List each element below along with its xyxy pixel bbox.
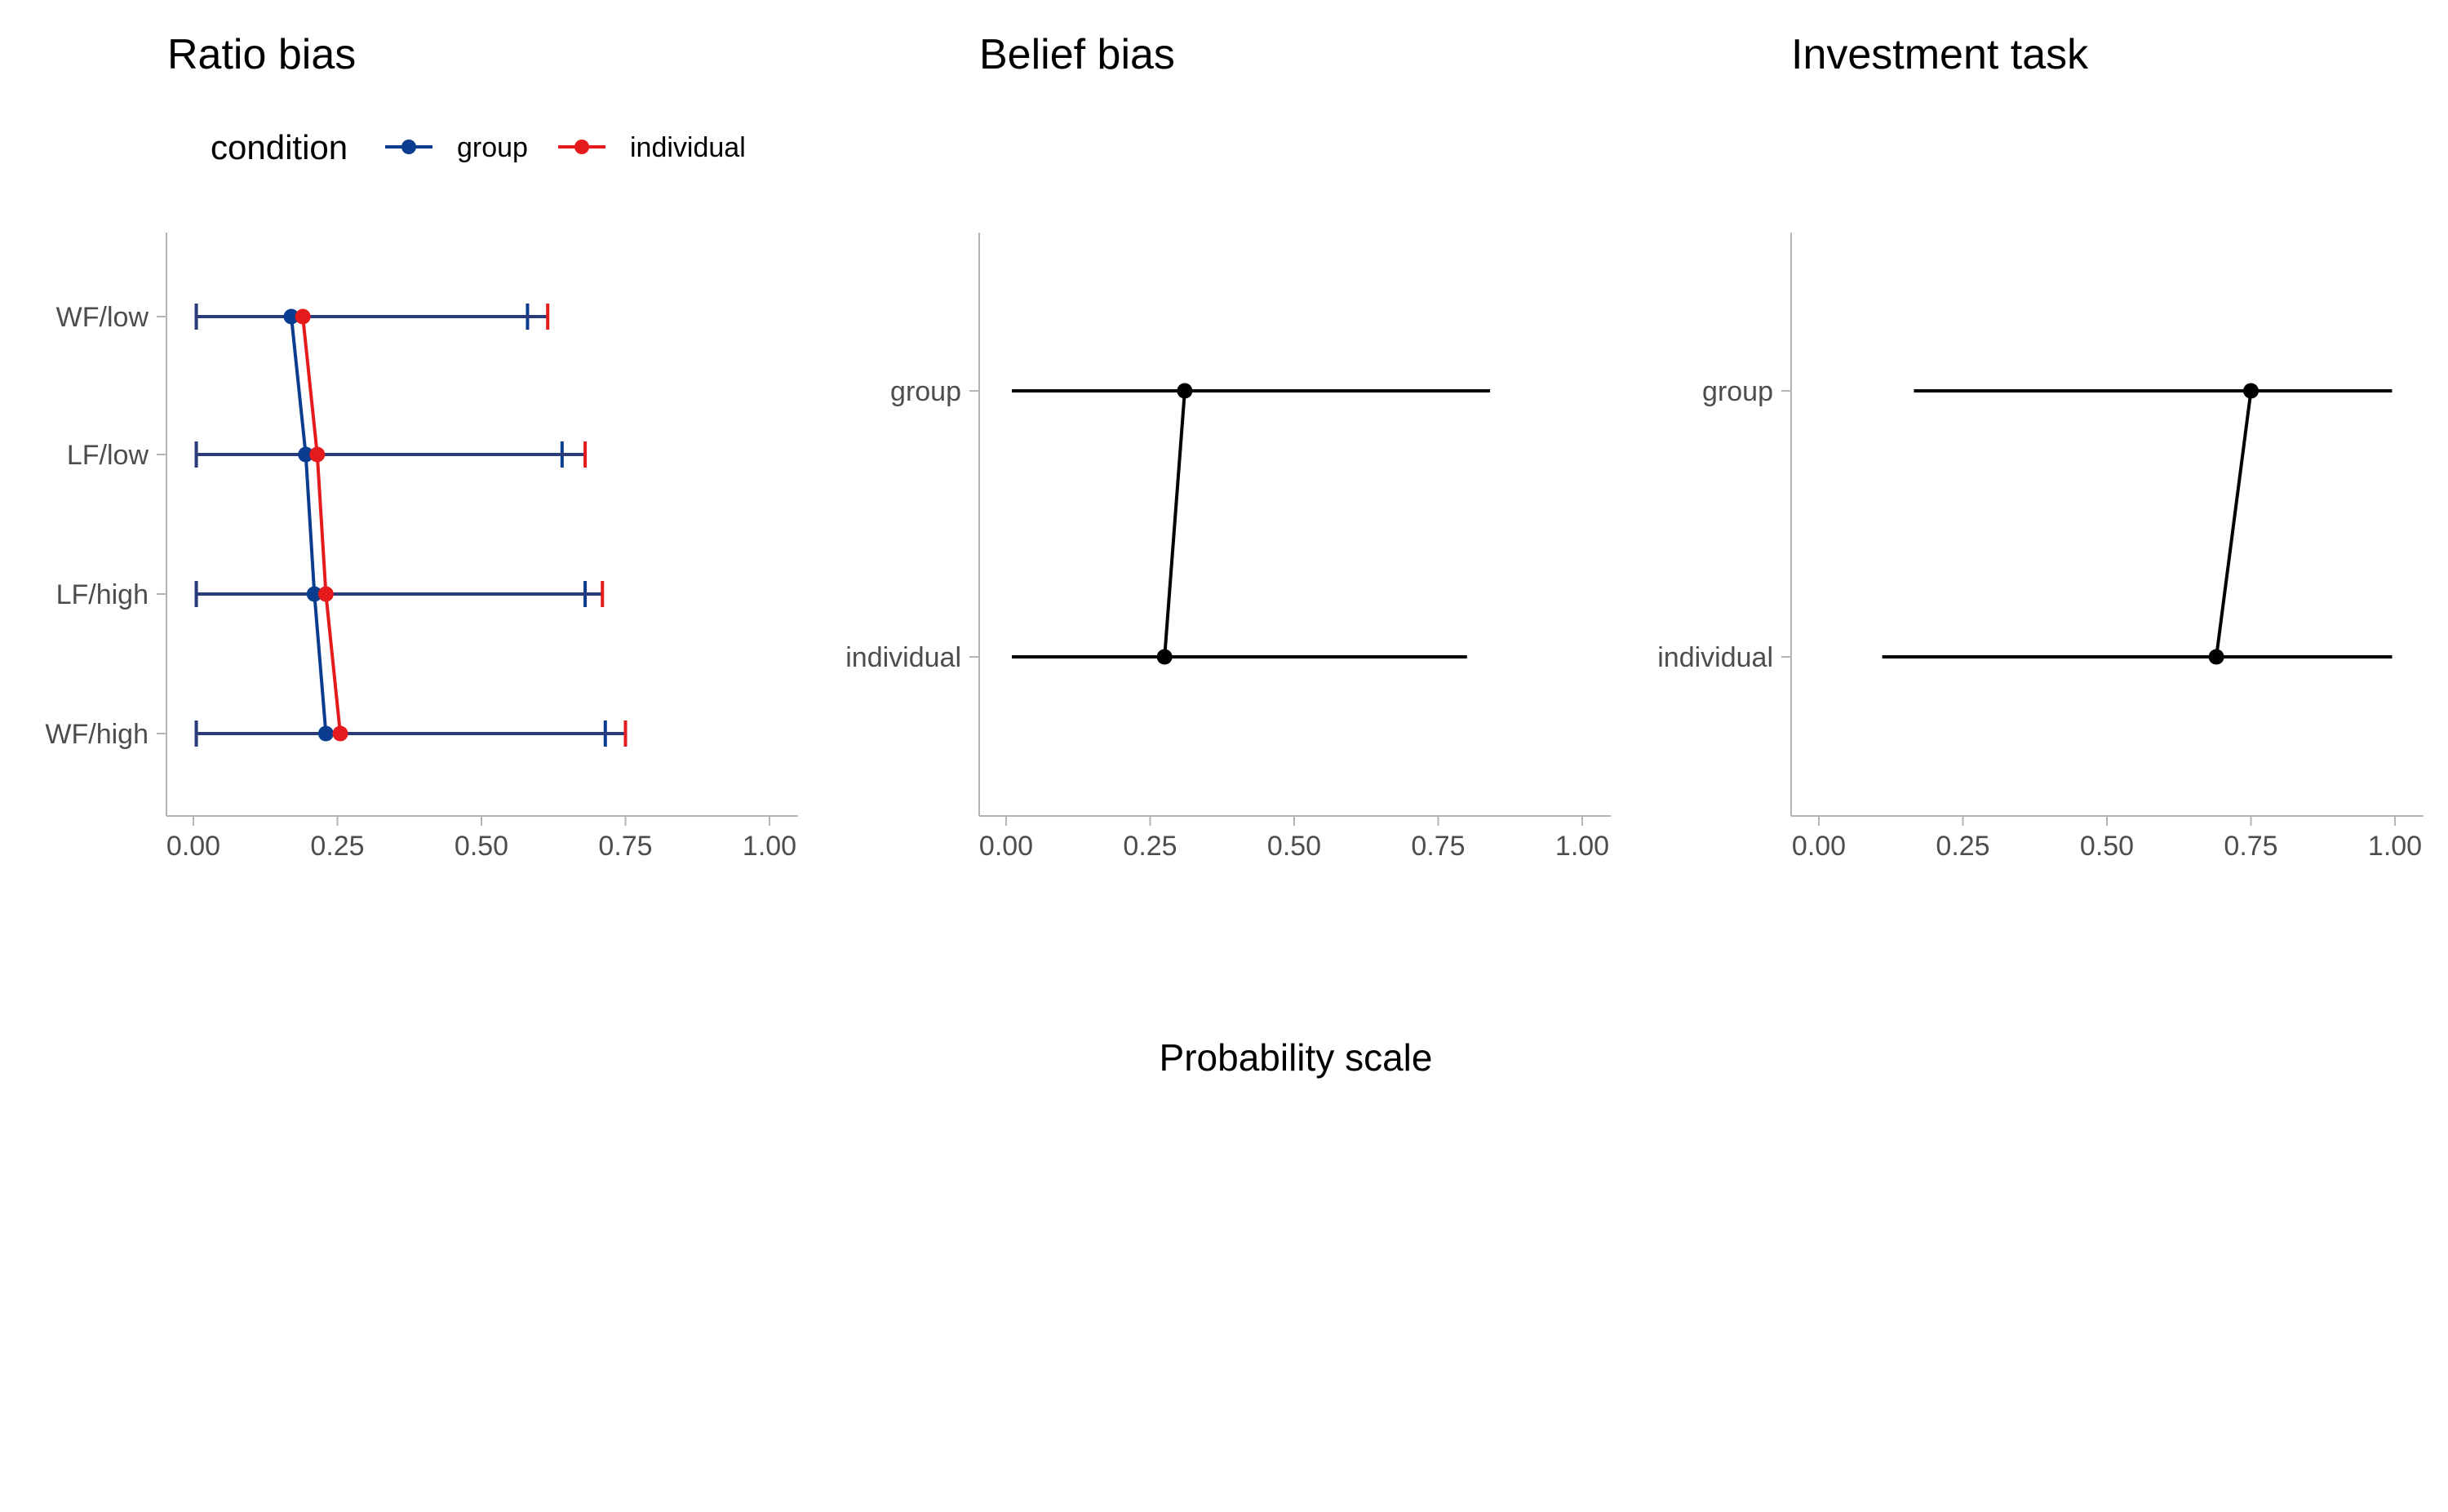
- data-point-individual: [309, 446, 326, 463]
- panel-belief-bias: Belief bias 0.00 0.25 0.50 0.75 1.00 group ind…: [845, 31, 1611, 862]
- shared-x-axis-label: Probability scale: [1160, 1036, 1433, 1079]
- series-line-series: [2215, 390, 2253, 658]
- y-tick-label: group: [1702, 376, 1773, 407]
- data-point-series: [2243, 383, 2259, 399]
- y-tick-label: individual: [1657, 642, 1773, 673]
- y-tick-label: WF/low: [56, 302, 149, 333]
- data-point-series: [1156, 649, 1173, 665]
- panel-title: Ratio bias: [167, 31, 356, 78]
- series-line-group: [290, 316, 328, 734]
- x-tick-label: 0.75: [1411, 831, 1465, 862]
- data-point-individual: [295, 308, 311, 325]
- x-tick-label: 0.75: [598, 831, 652, 862]
- panel-title: Belief bias: [979, 31, 1175, 78]
- y-tick-label: LF/low: [67, 440, 149, 471]
- y-tick-label: individual: [845, 642, 961, 673]
- x-tick-label: 0.50: [455, 831, 508, 862]
- data-point-group: [306, 586, 322, 602]
- data-point-individual: [332, 725, 348, 742]
- x-tick-label: 0.50: [2080, 831, 2134, 862]
- legend: condition group individual: [211, 128, 746, 166]
- series-line-series: [1163, 390, 1186, 658]
- x-tick-label: 0.25: [310, 831, 364, 862]
- x-tick-label: 0.50: [1267, 831, 1321, 862]
- legend-key-individual: [558, 140, 605, 154]
- x-tick-label: 0.00: [979, 831, 1033, 862]
- y-tick-label: WF/high: [45, 719, 149, 750]
- y-tick-label: group: [890, 376, 961, 407]
- x-tick-label: 0.25: [1936, 831, 1989, 862]
- legend-label-individual: individual: [630, 132, 746, 163]
- legend-title: condition: [211, 128, 348, 166]
- x-tick-label: 0.00: [166, 831, 220, 862]
- data-point-group: [283, 308, 299, 325]
- panel-title: Investment task: [1791, 31, 2089, 78]
- panel-investment-task: Investment task 0.00 0.25 0.50 0.75 1.00 grou…: [1657, 31, 2424, 862]
- legend-label-group: group: [457, 132, 528, 163]
- x-tick-label: 0.75: [2224, 831, 2277, 862]
- panel-ratio-bias: Ratio bias condition group individual 0.…: [45, 31, 798, 862]
- data-point-individual: [317, 586, 334, 602]
- data-point-group: [317, 725, 334, 742]
- x-tick-label: 0.25: [1123, 831, 1177, 862]
- y-tick-label: LF/high: [56, 579, 149, 610]
- x-tick-label: 1.00: [2368, 831, 2422, 862]
- data-point-series: [2208, 649, 2224, 665]
- legend-key-group: [385, 140, 432, 154]
- x-tick-label: 1.00: [743, 831, 796, 862]
- series-line-individual: [301, 316, 342, 734]
- x-tick-label: 0.00: [1792, 831, 1846, 862]
- data-point-group: [298, 446, 314, 463]
- x-tick-label: 1.00: [1555, 831, 1609, 862]
- data-point-series: [1177, 383, 1193, 399]
